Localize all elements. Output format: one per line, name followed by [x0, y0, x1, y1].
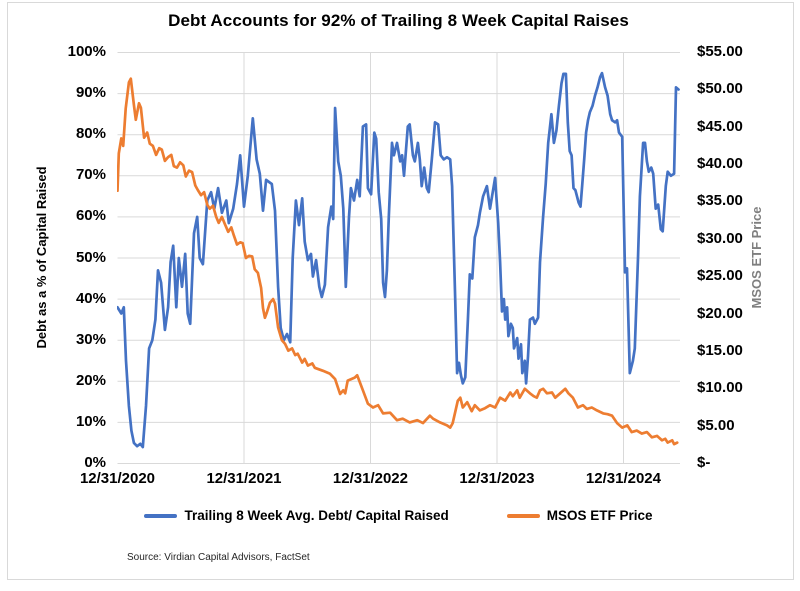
right-axis-tick-0: $-	[697, 454, 711, 471]
left-axis-tick-1: 10%	[75, 412, 106, 430]
x-axis-tick-3: 12/31/2023	[459, 470, 535, 487]
right-axis-tick-1: $5.00	[697, 416, 735, 434]
left-axis-tick-4: 40%	[75, 289, 106, 307]
blue-line-swatch-icon	[144, 513, 178, 518]
source-note: Source: Virdian Capital Advisors, FactSe…	[127, 552, 310, 563]
left-axis-tick-0: 0%	[84, 454, 106, 471]
series-line-1	[117, 77, 679, 446]
right-axis-tick-5: $25.00	[697, 267, 743, 285]
series-line-0	[117, 71, 680, 449]
legend: Trailing 8 Week Avg. Debt/ Capital Raise…	[117, 508, 680, 523]
x-axis-tick-2: 12/31/2022	[332, 470, 408, 487]
right-axis-tick-11: $55.00	[697, 43, 743, 60]
legend-item-msos-price: MSOS ETF Price	[506, 508, 653, 523]
x-axis-tick-0: 12/31/2020	[79, 470, 156, 487]
left-axis-tick-10: 100%	[67, 43, 106, 60]
plot-area	[117, 52, 680, 464]
legend-label-msos-price: MSOS ETF Price	[546, 508, 653, 523]
right-axis-tick-10: $50.00	[697, 80, 743, 98]
orange-line-swatch-icon	[506, 513, 540, 518]
left-axis-tick-5: 50%	[75, 248, 106, 266]
legend-label-debt-series: Trailing 8 Week Avg. Debt/ Capital Raise…	[184, 508, 449, 523]
left-axis-tick-9: 90%	[75, 84, 106, 102]
chart-title: Debt Accounts for 92% of Trailing 8 Week…	[168, 11, 629, 30]
left-axis-tick-8: 80%	[75, 125, 106, 143]
right-axis-tick-4: $20.00	[697, 304, 743, 322]
right-axis-title: MSOS ETF Price	[749, 206, 764, 309]
right-axis-tick-8: $40.00	[697, 155, 743, 173]
right-axis-tick-7: $35.00	[697, 192, 743, 210]
right-axis-tick-9: $45.00	[697, 117, 743, 135]
right-axis-tick-2: $10.00	[697, 379, 743, 397]
chart-frame	[7, 2, 794, 580]
right-axis-tick-6: $30.00	[697, 229, 743, 247]
right-axis-tick-3: $15.00	[697, 341, 743, 359]
left-axis-tick-6: 60%	[75, 207, 106, 225]
left-axis-tick-3: 30%	[75, 330, 106, 348]
legend-item-debt-series: Trailing 8 Week Avg. Debt/ Capital Raise…	[144, 508, 449, 523]
x-axis-tick-4: 12/31/2024	[585, 470, 661, 487]
x-axis-tick-1: 12/31/2021	[206, 470, 282, 487]
left-axis-tick-2: 20%	[75, 371, 106, 389]
left-axis-tick-7: 70%	[75, 166, 106, 184]
